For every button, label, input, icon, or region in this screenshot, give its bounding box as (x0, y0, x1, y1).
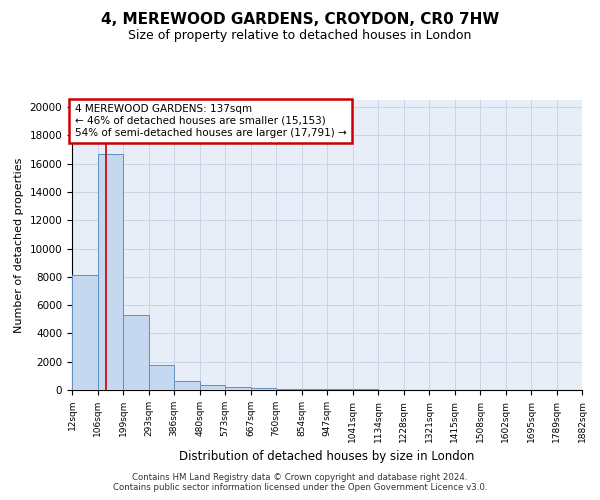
Bar (149, 364, 174, 390)
Bar (174, 381, 200, 390)
Text: Contains HM Land Registry data © Crown copyright and database right 2024.
Contai: Contains HM Land Registry data © Crown c… (113, 473, 487, 492)
Bar (98, 154, 123, 390)
Text: 4, MEREWOOD GARDENS, CROYDON, CR0 7HW: 4, MEREWOOD GARDENS, CROYDON, CR0 7HW (101, 12, 499, 28)
Bar (200, 384, 225, 390)
Bar (123, 315, 149, 390)
Bar (251, 388, 276, 390)
Bar (72, 276, 98, 390)
Bar (327, 389, 353, 390)
Bar (302, 389, 327, 390)
Bar (225, 387, 251, 390)
Text: 4 MEREWOOD GARDENS: 137sqm
← 46% of detached houses are smaller (15,153)
54% of : 4 MEREWOOD GARDENS: 137sqm ← 46% of deta… (74, 104, 346, 138)
Y-axis label: Number of detached properties: Number of detached properties (14, 158, 24, 332)
Bar (276, 388, 302, 390)
X-axis label: Distribution of detached houses by size in London: Distribution of detached houses by size … (179, 450, 475, 463)
Text: Size of property relative to detached houses in London: Size of property relative to detached ho… (128, 29, 472, 42)
